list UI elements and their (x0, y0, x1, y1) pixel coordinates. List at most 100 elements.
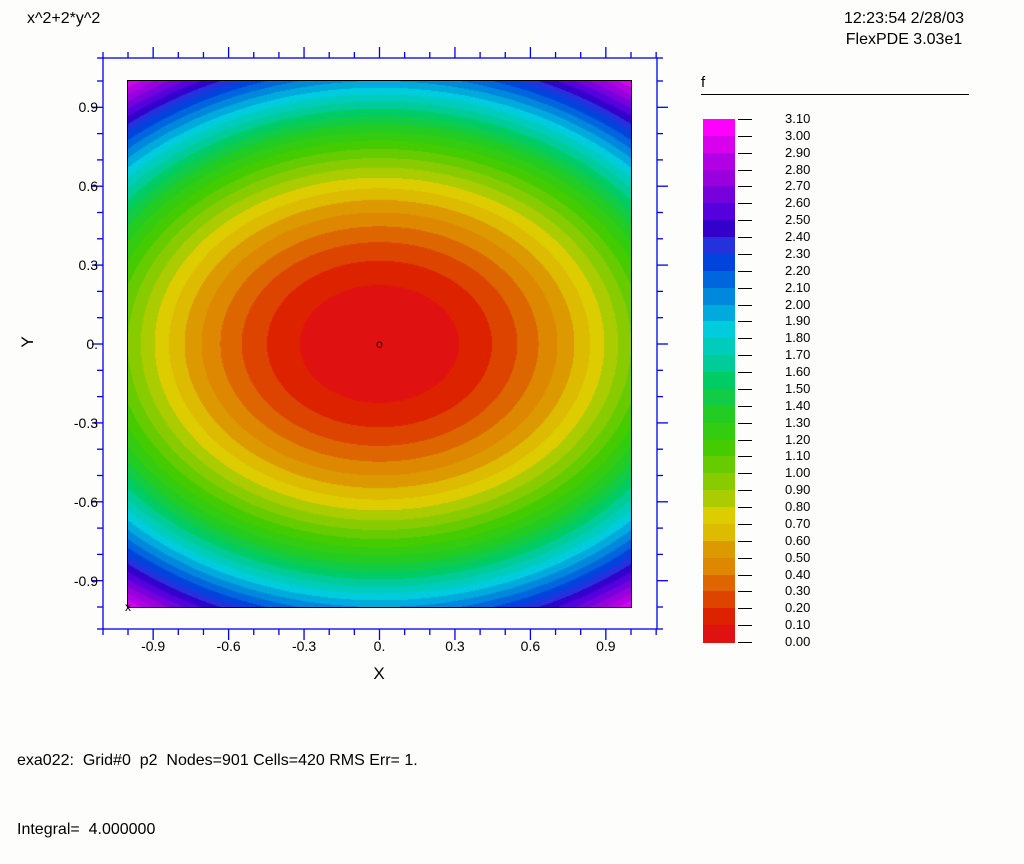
legend-tick-label: 1.60 (785, 364, 811, 380)
legend-tick-dash (738, 456, 752, 458)
legend-tick-label: 2.00 (785, 296, 811, 312)
legend-tick-dash (738, 135, 752, 137)
y-tick-label: -0.6 (73, 493, 98, 510)
legend-color-band (703, 169, 735, 188)
y-axis-title: Y (18, 336, 37, 348)
legend-color-band (703, 203, 735, 221)
legend-title: f (701, 74, 706, 91)
legend-tick-label: 1.30 (785, 414, 811, 430)
legend-tick-dash (738, 574, 752, 576)
legend-tick-label: 1.90 (785, 313, 811, 329)
header-info: 12:23:54 2/28/03 FlexPDE 3.03e1 (800, 8, 1008, 50)
legend-color-band (703, 557, 735, 576)
maximum-marker: x (125, 600, 131, 614)
legend-color-band (703, 186, 735, 204)
y-tick-label: 0.9 (78, 99, 98, 116)
legend-tick-dash (738, 608, 752, 610)
legend-color-band (703, 439, 735, 458)
y-tick-label: 0. (86, 336, 98, 352)
legend-tick-dash (738, 473, 752, 475)
legend-color-band (703, 237, 735, 255)
legend-tick-label: 2.20 (785, 262, 811, 278)
legend-tick-label: 2.90 (785, 144, 811, 160)
legend-color-band (703, 253, 735, 272)
legend-color-band (703, 287, 735, 306)
legend-tick-dash (738, 287, 752, 289)
legend-color-band (703, 388, 735, 407)
x-tick-label: 0. (373, 638, 386, 654)
legend-tick-label: 0.10 (785, 617, 811, 633)
legend-tick-dash (738, 422, 752, 424)
legend-color-band (703, 608, 735, 626)
legend-color-band (703, 372, 735, 390)
plot-title: x^2+2*y^2 (27, 10, 101, 27)
legend-tick-label: 0.90 (785, 482, 811, 498)
legend-tick-label: 0.50 (785, 549, 811, 565)
legend-tick-label: 2.50 (785, 212, 811, 228)
legend-tick-label: 0.80 (785, 499, 811, 515)
legend-tick-label: 1.80 (785, 330, 811, 346)
y-tick-label: 0.3 (78, 257, 98, 274)
legend-color-band (703, 456, 735, 474)
legend-tick-label: 0.40 (785, 566, 811, 582)
legend-color-band (703, 135, 735, 154)
legend-tick-label: 1.00 (785, 465, 811, 481)
legend-tick-dash (738, 253, 752, 255)
status-block: exa022: Grid#0 p2 Nodes=901 Cells=420 RM… (17, 703, 418, 864)
legend-tick-dash (738, 405, 752, 407)
legend-tick-dash (738, 119, 752, 120)
legend-tick-dash (738, 540, 752, 542)
legend-tick-label: 0.70 (785, 515, 811, 531)
legend-color-band (703, 338, 735, 356)
timestamp: 12:23:54 2/28/03 (843, 10, 965, 27)
app-version: FlexPDE 3.03e1 (845, 31, 963, 48)
status-line-integral: Integral= 4.000000 (17, 821, 156, 838)
legend-tick-dash (738, 642, 752, 643)
legend-tick-label: 2.10 (785, 279, 811, 295)
legend-color-bar (703, 119, 735, 643)
legend-color-band (703, 321, 735, 339)
legend-tick-label: 1.40 (785, 397, 811, 413)
x-tick-label: -0.6 (216, 638, 241, 654)
legend-color-band (703, 625, 735, 643)
legend-tick-dash (738, 237, 752, 239)
legend-color-band (703, 304, 735, 323)
y-tick-label: -0.3 (73, 414, 98, 431)
legend-color-band (703, 119, 735, 137)
minimum-marker: o (376, 337, 383, 351)
legend-tick-dash (738, 186, 752, 188)
x-tick-label: -0.9 (141, 638, 166, 654)
legend-tick-label: 2.60 (785, 195, 811, 211)
legend-tick-dash (738, 203, 752, 205)
legend-tick-label: 0.30 (785, 583, 811, 599)
x-tick-label: -0.3 (291, 638, 317, 654)
legend-tick-dash (738, 523, 752, 525)
legend-tick-label: 1.70 (785, 347, 811, 363)
legend-tick-dash (738, 625, 752, 627)
legend-color-band (703, 574, 735, 592)
legend-color-band (703, 523, 735, 542)
legend-tick-dash (738, 152, 752, 154)
x-tick-label: 0.9 (596, 638, 616, 654)
status-line-problem: exa022: Grid#0 p2 Nodes=901 Cells=420 RM… (17, 752, 418, 769)
legend-tick-label: 1.10 (785, 448, 811, 464)
legend-tick-label: 2.70 (785, 178, 811, 194)
legend-tick-label: 0.60 (785, 532, 811, 548)
legend-tick-label: 0.20 (785, 600, 811, 616)
legend-tick-dash (738, 355, 752, 357)
x-tick-label: 0.3 (445, 638, 465, 654)
legend-color-band (703, 220, 735, 238)
legend-rule (701, 94, 969, 95)
legend-color-band (703, 540, 735, 559)
legend-color-band (703, 355, 735, 373)
x-axis-title: X (373, 664, 385, 683)
legend-color-band (703, 473, 735, 491)
legend-tick-dash (738, 338, 752, 340)
legend-tick-label: 1.20 (785, 431, 811, 447)
legend-color-band (703, 591, 735, 609)
legend-color-band (703, 270, 735, 289)
legend-tick-label: 2.80 (785, 161, 811, 177)
y-tick-label: -0.9 (73, 572, 98, 589)
legend-tick-dash (738, 439, 752, 441)
legend-tick-dash (738, 321, 752, 323)
